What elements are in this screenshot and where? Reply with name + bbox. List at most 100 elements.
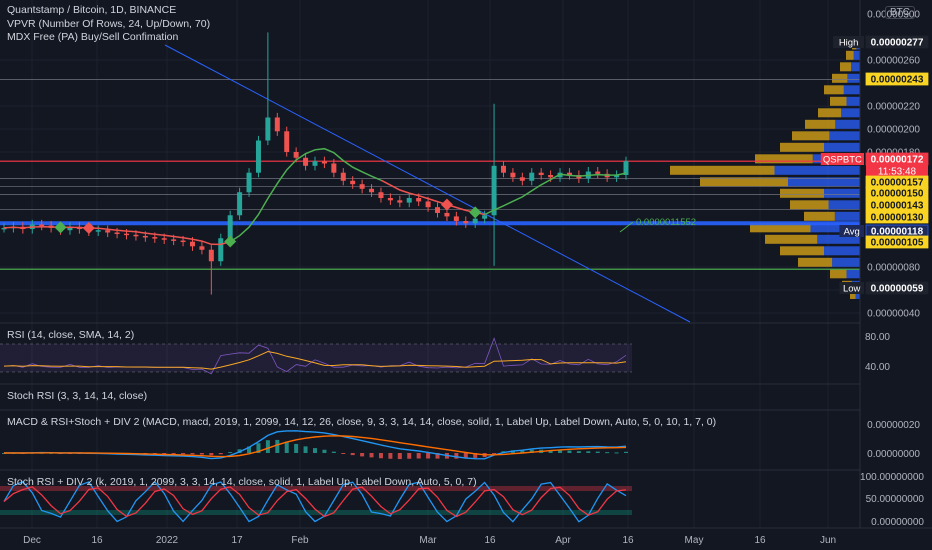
- price-tag-value: 0.00000118: [871, 227, 924, 238]
- candle-body: [39, 224, 45, 226]
- annotation-label: 0.0000011552: [636, 217, 696, 228]
- volume-bar-down: [798, 257, 833, 267]
- rsi-tick-label: 80.00: [865, 332, 890, 343]
- macd-histogram-bar: [492, 453, 497, 454]
- candle-body: [227, 215, 233, 239]
- macd-label[interactable]: MACD & RSI+Stoch + DIV 2 (MACD, macd, 20…: [7, 416, 717, 428]
- indicator-mdx-label[interactable]: MDX Free (PA) Buy/Sell Confimation: [7, 31, 179, 43]
- chart-title: Quantstamp / Bitcoin, 1D, BINANCE: [7, 4, 177, 16]
- volume-bar-down: [780, 142, 824, 152]
- price-tag-label-box: [833, 36, 864, 48]
- trend-line[interactable]: [164, 44, 691, 323]
- macd-histogram-bar: [407, 453, 412, 459]
- price-tag-value: 0.00000150: [871, 189, 924, 200]
- candle-body: [255, 140, 261, 173]
- price-axis[interactable]: 0.00000300 0.00000260 0.00000220 0.00000200…: [860, 10, 924, 529]
- stoch-div-label[interactable]: Stoch RSI + DIV 2 (k, 2019, 1, 2099, 3, …: [7, 476, 477, 488]
- price-tag-value: 0.00000157: [871, 178, 924, 189]
- candle-body: [312, 161, 318, 166]
- volume-bar-down: [780, 188, 824, 198]
- currency-badge[interactable]: BTC: [885, 6, 915, 19]
- macd-histogram-bar: [284, 441, 289, 453]
- candle-body: [331, 163, 337, 173]
- countdown-box: [866, 165, 928, 177]
- rsi-label[interactable]: RSI (14, close, SMA, 14, 2): [7, 329, 135, 341]
- time-tick-label: 16: [622, 535, 634, 546]
- volume-bar-down: [805, 119, 836, 129]
- macd-histogram-bar: [558, 450, 563, 453]
- volume-bar-down: [750, 223, 811, 233]
- candle-body: [444, 212, 450, 217]
- volume-bar-down: [840, 62, 851, 72]
- candle-body: [510, 172, 516, 178]
- time-axis[interactable]: Dec 16 2022 17 Feb Mar 16 Apr 16 May 16 Jun: [23, 535, 836, 546]
- macd-histogram-bar: [341, 453, 346, 454]
- macd-histogram-bar: [520, 450, 525, 453]
- stoch-pane: [0, 480, 632, 523]
- countdown-label: 11:53:48: [878, 167, 917, 178]
- macd-histogram-bar: [605, 452, 610, 454]
- pane-separators: [0, 0, 932, 529]
- candle-body: [491, 165, 497, 216]
- volume-bar-down: [818, 108, 842, 118]
- volume-bar-up: [835, 119, 860, 129]
- macd-histogram-bar: [360, 453, 365, 457]
- candle-body: [142, 235, 148, 238]
- volume-bar-up: [846, 96, 860, 106]
- candle-body: [623, 161, 629, 175]
- signal-markers: [54, 198, 482, 248]
- macd-histogram-bar: [171, 453, 176, 455]
- horizontal-levels: [0, 79, 860, 271]
- volume-bar-up: [855, 290, 860, 299]
- stoch-rsi-label[interactable]: Stoch RSI (3, 3, 14, 14, close): [7, 390, 148, 402]
- price-tick-label: 0.00000040: [867, 309, 920, 320]
- time-tick-label: Mar: [419, 535, 437, 546]
- signal-diamond: [54, 221, 67, 234]
- macd-histogram-bar: [624, 451, 628, 453]
- macd-histogram-bar: [576, 451, 581, 453]
- price-tag-box: [865, 235, 929, 249]
- indicator-vpvr-label[interactable]: VPVR (Number Of Rows, 24, Up/Down, 70): [7, 18, 211, 30]
- macd-pane: [2, 430, 628, 460]
- macd-histogram-bar: [548, 450, 553, 453]
- macd-histogram-bar: [247, 446, 252, 453]
- candle-body: [265, 117, 271, 141]
- price-tag-label-box: [839, 282, 864, 294]
- price-tag-label: High: [839, 38, 859, 49]
- volume-profile: [670, 40, 860, 299]
- candle-body: [189, 241, 195, 247]
- macd-histogram-bar: [388, 453, 393, 459]
- candle-body: [425, 201, 431, 208]
- macd-histogram-bar: [567, 450, 572, 453]
- signal-diamond: [82, 222, 95, 235]
- macd-histogram-bar: [199, 453, 204, 455]
- macd-histogram-bar: [454, 453, 459, 459]
- volume-bar-down: [832, 73, 848, 83]
- candle-body: [519, 177, 525, 181]
- macd-histogram-bar: [181, 453, 186, 455]
- macd-tick-label: 0.00000000: [867, 449, 920, 460]
- macd-histogram-bar: [190, 453, 195, 455]
- macd-histogram-bar: [378, 453, 383, 459]
- candle-body: [538, 172, 544, 175]
- time-tick-label: Jun: [820, 535, 836, 546]
- time-tick-label: Dec: [23, 535, 41, 546]
- stoch-tick-label: 50.00000000: [866, 494, 925, 505]
- macd-histogram-bar: [614, 452, 619, 454]
- macd-histogram-bar: [426, 453, 431, 459]
- candle-body: [274, 117, 280, 132]
- macd-histogram-bar: [463, 453, 468, 459]
- price-tick-label: 0.00000260: [867, 56, 920, 67]
- volume-bar-up: [851, 62, 860, 72]
- candle-body: [435, 207, 441, 213]
- volume-bar-down: [700, 177, 788, 187]
- candle-body: [500, 165, 506, 173]
- macd-histogram-bar: [218, 453, 223, 455]
- candle-body: [482, 215, 488, 219]
- price-tag-value: 0.00000277: [871, 38, 924, 49]
- price-tag-value: 0.00000172: [871, 155, 924, 166]
- volume-bar-up: [846, 269, 860, 279]
- candle-body: [350, 180, 356, 185]
- candle-body: [218, 238, 224, 262]
